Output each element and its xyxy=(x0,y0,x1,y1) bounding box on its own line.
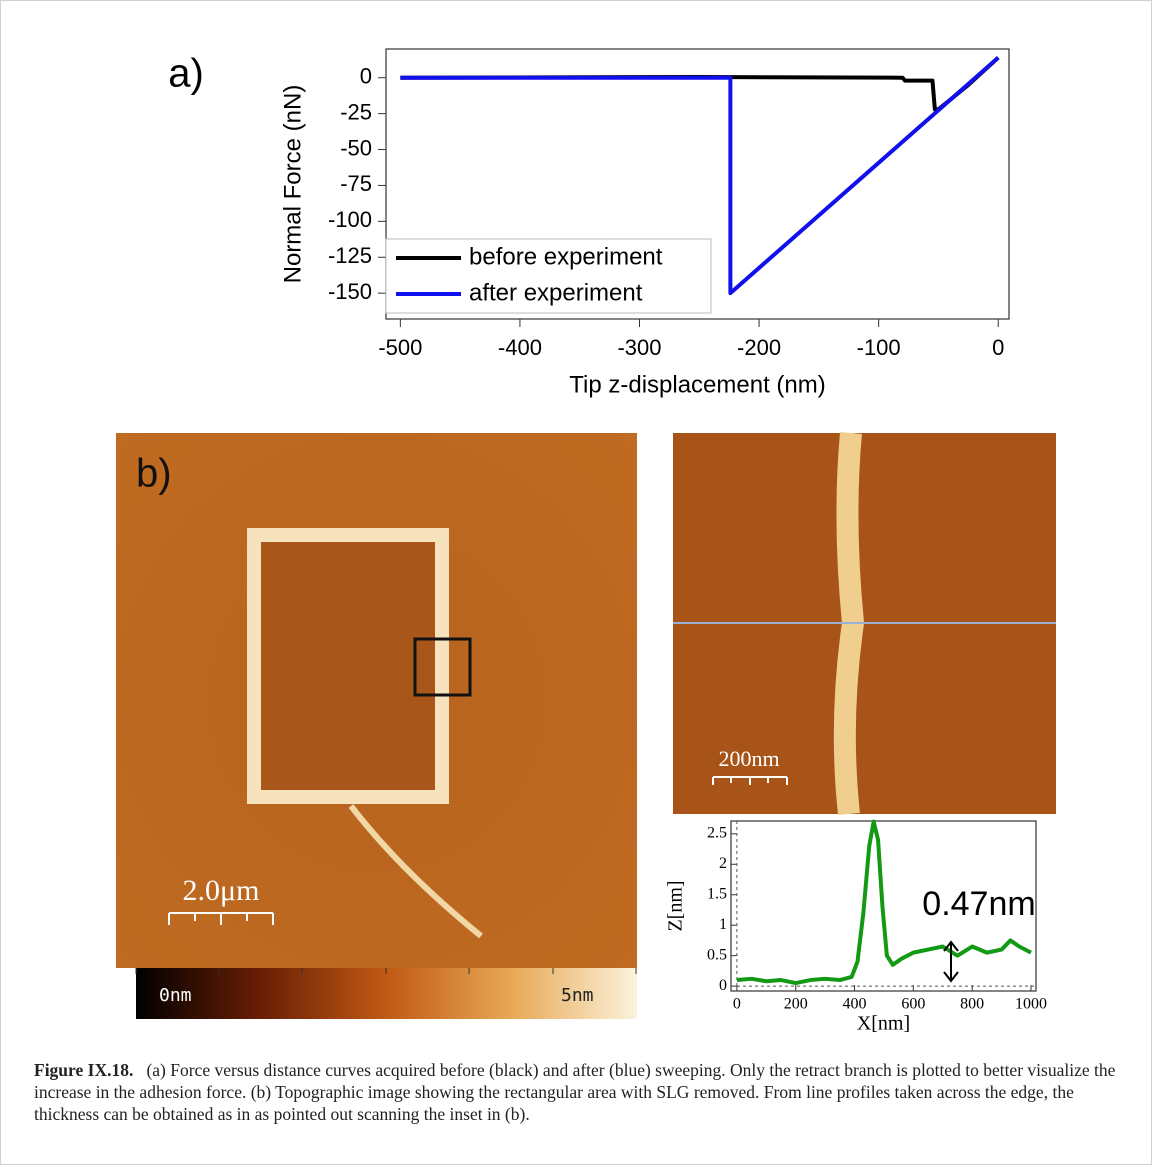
caption: Figure IX.18. (a) Force versus distance … xyxy=(34,1059,1124,1125)
scale-bar xyxy=(168,912,274,925)
legend-label: before experiment xyxy=(469,243,663,270)
x-tick-label: 200 xyxy=(784,996,808,1013)
y-tick-label: -100 xyxy=(328,207,372,232)
chart-title: a) xyxy=(168,52,204,96)
y-tick-label: -25 xyxy=(340,99,372,124)
legend-label: after experiment xyxy=(469,279,643,306)
inset-box xyxy=(413,637,472,697)
y-tick-label: -75 xyxy=(340,171,372,196)
caption-label: Figure IX.18. xyxy=(34,1060,134,1080)
y-axis-label: Normal Force (nN) xyxy=(279,85,306,284)
y-tick-label: 1 xyxy=(719,916,727,933)
colorbar-ticks xyxy=(135,968,637,974)
y-tick-label: -150 xyxy=(328,279,372,304)
y-tick-label: 1.5 xyxy=(707,885,727,902)
y-tick-label: 0.5 xyxy=(707,946,727,963)
y-tick-label: 0 xyxy=(719,977,727,994)
plot-frame xyxy=(385,48,1010,320)
plot-frame xyxy=(730,820,1037,992)
caption-text: (a) Force versus distance curves acquire… xyxy=(34,1060,1116,1124)
wrinkle xyxy=(348,804,483,939)
inset-scale-bar xyxy=(712,776,788,785)
y-axis-label: Z[nm] xyxy=(665,880,687,931)
y-tick-label: -50 xyxy=(340,135,372,160)
x-tick-label: -100 xyxy=(857,335,901,360)
inset-scale-bar-label: 200nm xyxy=(718,746,779,771)
x-axis-label: X[nm] xyxy=(857,1013,910,1035)
scale-bar-label: 2.0μm xyxy=(183,874,260,907)
x-axis-label: Tip z-displacement (nm) xyxy=(569,371,826,398)
colorbar-max: 5nm xyxy=(561,985,594,1006)
annotation: 0.47nm xyxy=(922,885,1035,923)
y-tick-label: 0 xyxy=(360,64,372,89)
x-tick-label: 400 xyxy=(843,996,867,1013)
colorbar-min: 0nm xyxy=(159,985,192,1006)
y-tick-label: 2.5 xyxy=(707,824,727,841)
removed-area xyxy=(251,536,441,798)
panel-label: b) xyxy=(136,452,172,496)
x-tick-label: 800 xyxy=(960,996,984,1013)
x-tick-label: 1000 xyxy=(1015,996,1047,1013)
series-line xyxy=(400,56,1000,296)
x-tick-label: 0 xyxy=(733,996,741,1013)
x-tick-label: -500 xyxy=(378,335,422,360)
annotation-arrow xyxy=(943,940,959,983)
colorbar xyxy=(136,968,637,1019)
x-tick-label: -400 xyxy=(498,335,542,360)
y-tick-label: -125 xyxy=(328,243,372,268)
legend-box xyxy=(385,238,712,314)
x-tick-label: 0 xyxy=(992,335,1004,360)
x-tick-label: -300 xyxy=(617,335,661,360)
rectangle-edge xyxy=(247,528,449,804)
x-tick-label: -200 xyxy=(737,335,781,360)
y-tick-label: 2 xyxy=(719,855,727,872)
x-tick-label: 600 xyxy=(901,996,925,1013)
series-line xyxy=(400,56,1000,112)
series-line xyxy=(736,819,1032,986)
